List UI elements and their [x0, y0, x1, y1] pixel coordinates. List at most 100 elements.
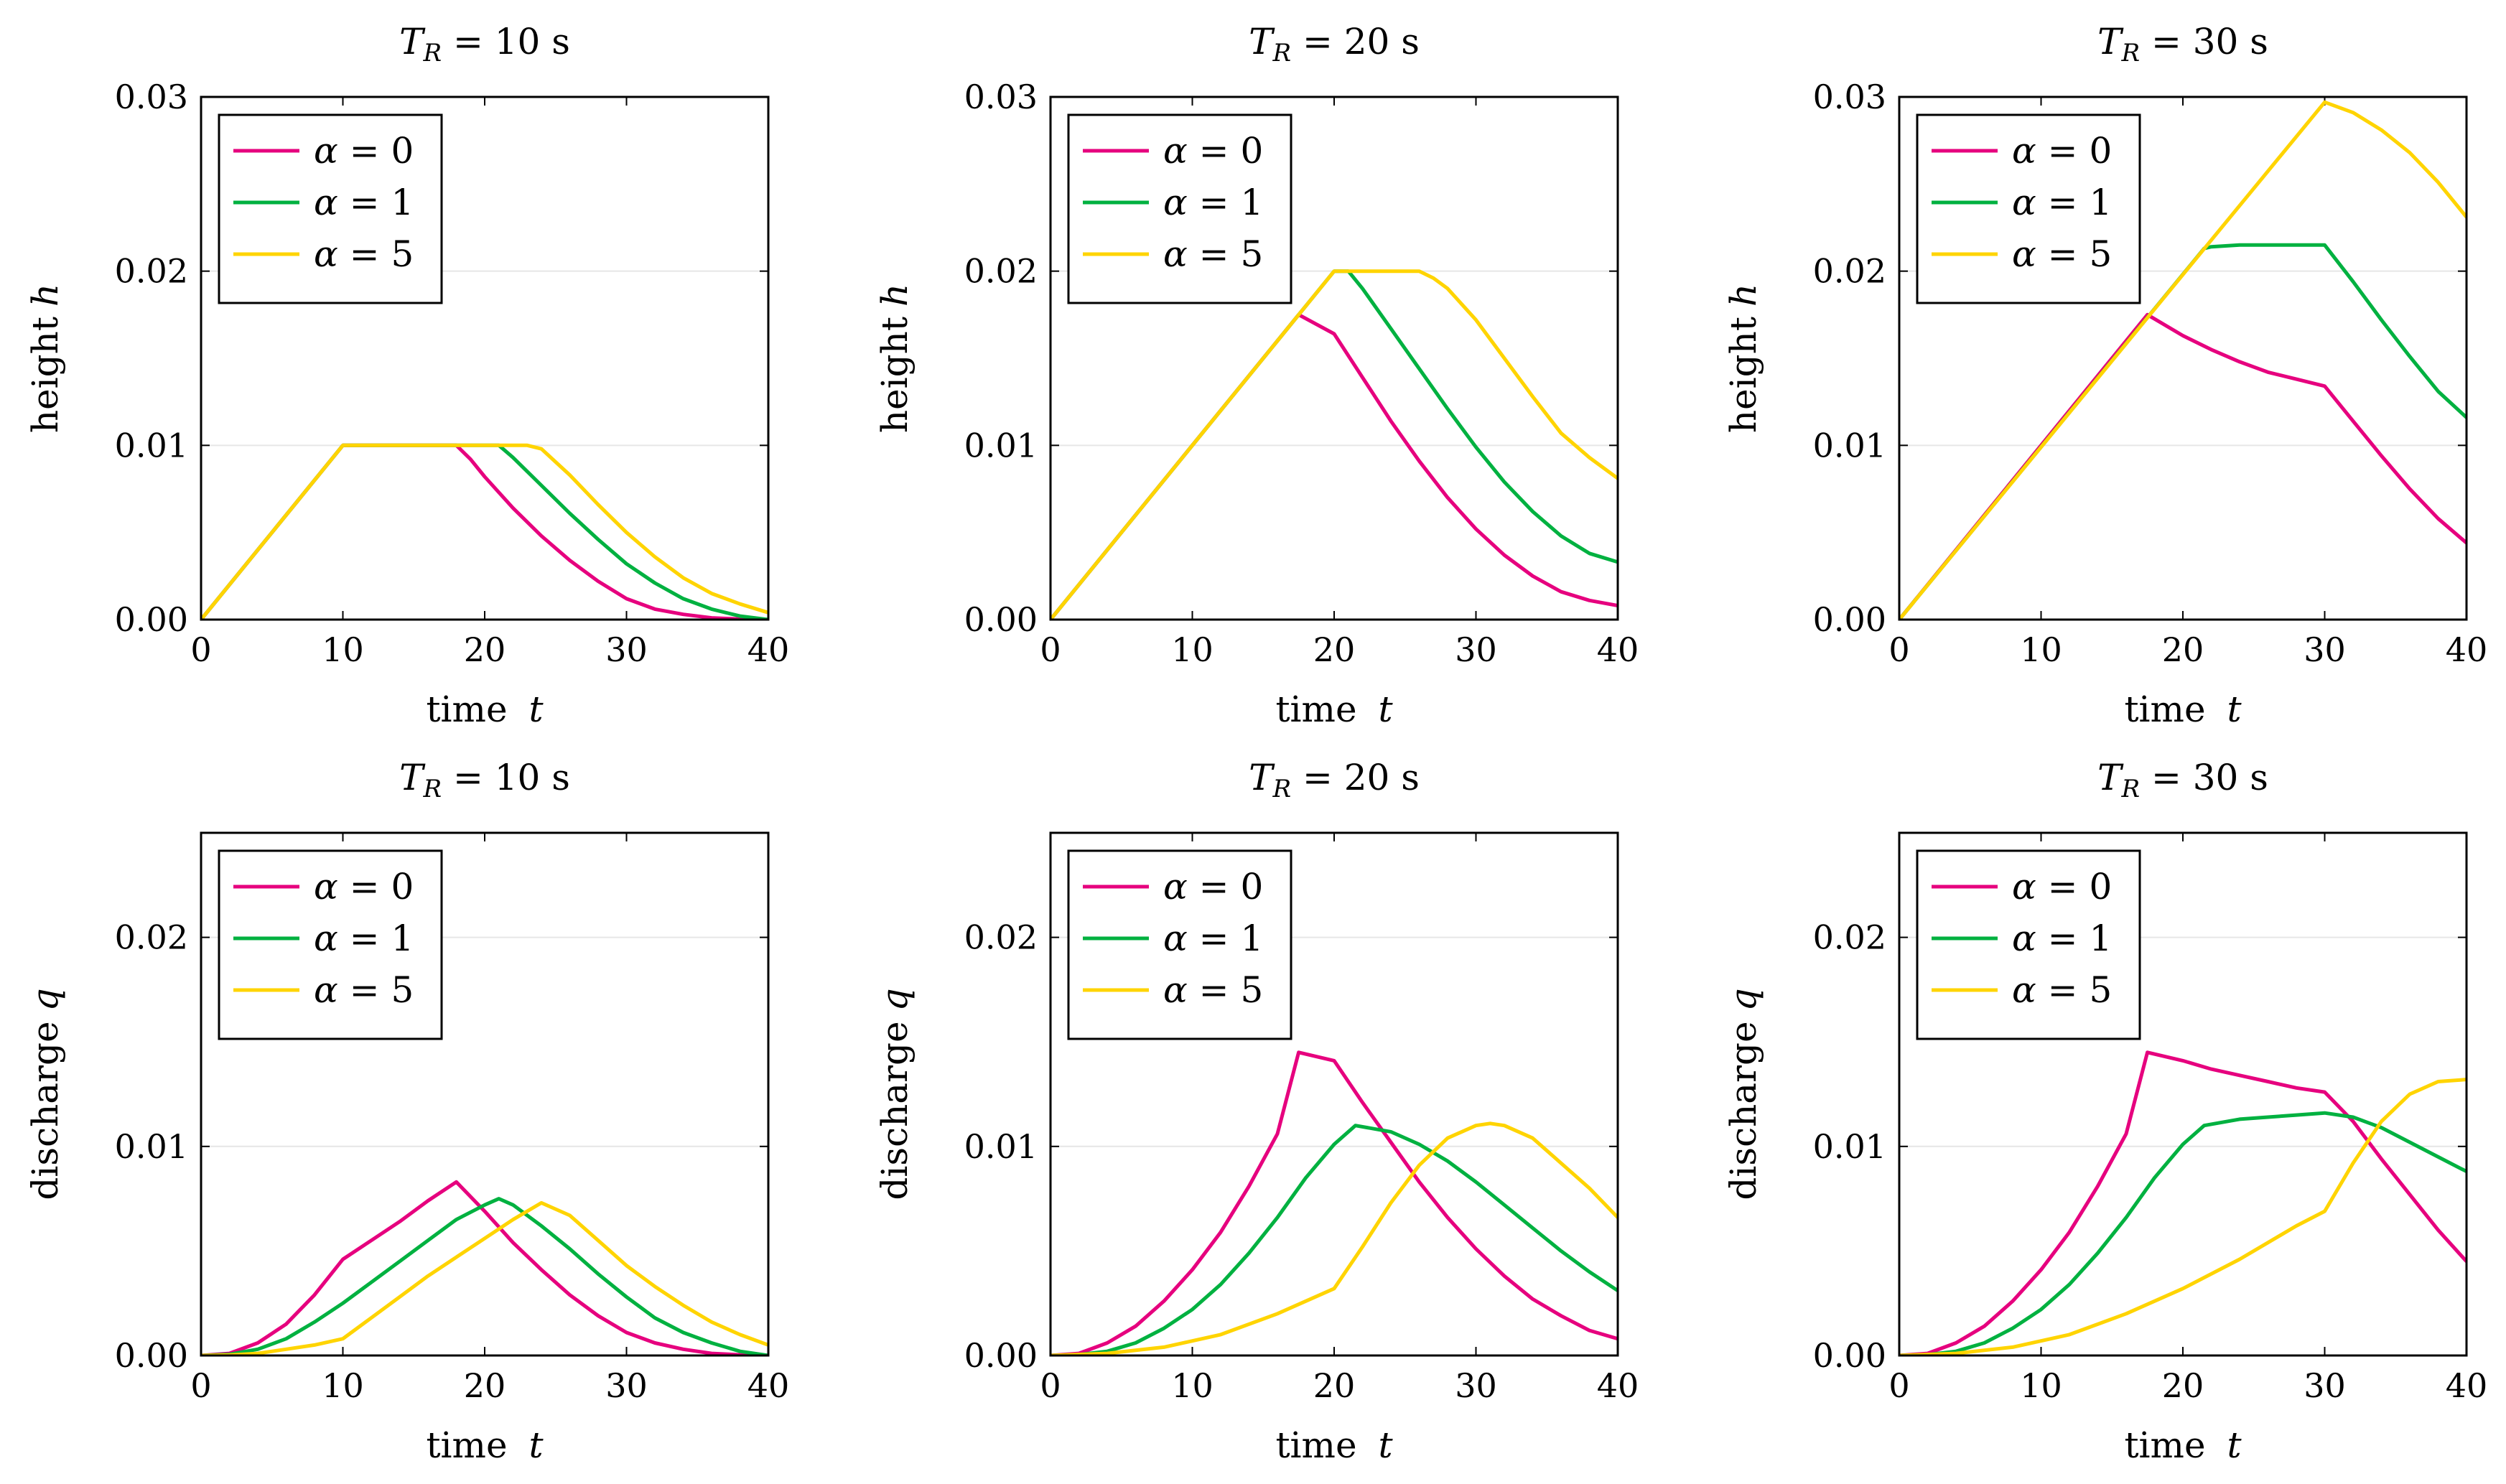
x-tick-label: 0: [1888, 630, 1909, 669]
plot-frame: [1049, 831, 1619, 1357]
legend-entry: α = 0: [314, 866, 414, 907]
chart-panel-6: TR = 30 s 0.00 0.01 0.02 0 10 20 30 40 time t disc…: [1723, 757, 2487, 1466]
legend: α = 0 α = 1 α = 5: [1067, 849, 1292, 1040]
y-tick-label: 0.01: [1813, 1127, 1886, 1166]
x-tick-label: 20: [464, 1366, 506, 1405]
x-tick-label: 40: [2446, 630, 2488, 669]
x-tick-label: 10: [2020, 630, 2062, 669]
y-axis-label: heighth: [1723, 284, 1764, 433]
series-line-alpha-1: [1051, 1124, 1618, 1355]
chart-panel-2: TR = 20 s 0.00 0.01 0.02 0.03 0 10 20 30 40 time t…: [874, 21, 1639, 730]
y-tick-label: 0.01: [1813, 426, 1886, 465]
legend: α = 0 α = 1 α = 5: [1916, 849, 2141, 1040]
legend-entry: α = 1: [2012, 918, 2112, 959]
legend-entry: α = 0: [1163, 130, 1263, 172]
x-tick-label: 30: [1455, 1366, 1497, 1405]
x-tick-label: 40: [1597, 630, 1639, 669]
y-axis-label: heighth: [874, 284, 916, 433]
x-tick-label: 30: [605, 1366, 648, 1405]
legend-entry: α = 1: [314, 182, 414, 223]
x-tick-label: 40: [747, 630, 790, 669]
legend: α = 0 α = 1 α = 5: [1916, 113, 2141, 304]
legend: α = 0 α = 1 α = 5: [1067, 113, 1292, 304]
legend: α = 0 α = 1 α = 5: [218, 113, 443, 304]
series-line-alpha-0: [1051, 1050, 1618, 1355]
chart-title: TR = 20 s: [1249, 21, 1420, 67]
y-axis-label: dischargeq: [874, 988, 916, 1200]
legend-entry: α = 5: [1163, 233, 1263, 275]
series-line-alpha-1: [201, 443, 768, 620]
series-line-alpha-1: [1899, 1111, 2467, 1355]
x-tick-label: 20: [464, 630, 506, 669]
x-tick-label: 20: [1313, 1366, 1356, 1405]
series-line-alpha-5: [1051, 269, 1618, 620]
legend-entry: α = 0: [2012, 866, 2112, 907]
x-tick-label: 30: [2304, 1366, 2346, 1405]
y-tick-label: 0.02: [964, 252, 1038, 291]
legend-box: [1916, 849, 2141, 1040]
y-axis-label: heighth: [24, 284, 66, 433]
chart-title: TR = 10 s: [399, 757, 570, 803]
legend-entry: α = 5: [314, 969, 414, 1011]
series-line-alpha-0: [1899, 312, 2467, 620]
x-tick-label: 0: [1040, 1366, 1061, 1405]
legend-entry: α = 1: [1163, 918, 1263, 959]
y-tick-label: 0.00: [964, 600, 1038, 639]
series-line-alpha-0: [201, 443, 768, 620]
chart-title: TR = 10 s: [399, 21, 570, 67]
y-axis-label: dischargeq: [24, 988, 66, 1200]
x-tick-label: 10: [322, 630, 364, 669]
y-tick-label: 0.02: [1813, 918, 1886, 957]
plot-frame: [1898, 831, 2468, 1357]
x-tick-label: 30: [1455, 630, 1497, 669]
series-line-alpha-0: [201, 1180, 768, 1355]
y-tick-label: 0.02: [115, 918, 188, 957]
series-line-alpha-5: [1899, 100, 2467, 620]
chart-panel-5: TR = 20 s 0.00 0.01 0.02 0 10 20 30 40 time t disc…: [874, 757, 1639, 1466]
y-tick-label: 0.01: [115, 1127, 188, 1166]
legend-entry: α = 0: [1163, 866, 1263, 907]
y-tick-label: 0.02: [115, 252, 188, 291]
x-tick-label: 10: [322, 1366, 364, 1405]
y-tick-label: 0.01: [964, 426, 1038, 465]
plot-frame: [200, 831, 770, 1357]
legend-box: [1067, 849, 1292, 1040]
y-axis-label: dischargeq: [1723, 988, 1764, 1200]
legend-box: [1916, 113, 2141, 304]
legend-entry: α = 0: [2012, 130, 2112, 172]
x-tick-label: 0: [190, 630, 211, 669]
x-tick-label: 40: [747, 1366, 790, 1405]
x-tick-label: 0: [1888, 1366, 1909, 1405]
legend-entry: α = 0: [314, 130, 414, 172]
y-tick-label: 0.01: [964, 1127, 1038, 1166]
x-axis-label: time t: [426, 689, 544, 730]
x-tick-label: 20: [1313, 630, 1356, 669]
x-tick-label: 10: [1171, 1366, 1214, 1405]
legend-entry: α = 5: [2012, 969, 2112, 1011]
x-tick-label: 0: [1040, 630, 1061, 669]
series-line-alpha-5: [1899, 1078, 2467, 1355]
y-tick-label: 0.00: [1813, 600, 1886, 639]
legend-entry: α = 5: [314, 233, 414, 275]
chart-panel-3: TR = 30 s 0.00 0.01 0.02 0.03 0 10 20 30 40 time t…: [1723, 21, 2487, 730]
y-tick-label: 0.00: [964, 1336, 1038, 1375]
chart-panel-4: TR = 10 s 0.00 0.01 0.02 0 10 20 30 40 time t disc…: [24, 757, 789, 1466]
plot-frame: [1898, 95, 2468, 621]
legend-entry: α = 5: [1163, 969, 1263, 1011]
legend-box: [218, 113, 443, 304]
x-tick-label: 10: [2020, 1366, 2062, 1405]
x-tick-label: 30: [605, 630, 648, 669]
x-tick-label: 20: [2162, 630, 2204, 669]
x-tick-label: 0: [190, 1366, 211, 1405]
chart-title: TR = 30 s: [2097, 21, 2268, 67]
chart-panel-1: TR = 10 s 0.00 0.01 0.02 0.03 0 10 20 30 40 time t…: [24, 21, 789, 730]
y-tick-label: 0.03: [115, 78, 188, 116]
x-tick-label: 10: [1171, 630, 1214, 669]
chart-title: TR = 30 s: [2097, 757, 2268, 803]
x-tick-label: 30: [2304, 630, 2346, 669]
y-tick-label: 0.01: [115, 426, 188, 465]
plot-frame: [1049, 95, 1619, 621]
y-tick-label: 0.03: [964, 78, 1038, 116]
series-line-alpha-0: [1051, 312, 1618, 620]
